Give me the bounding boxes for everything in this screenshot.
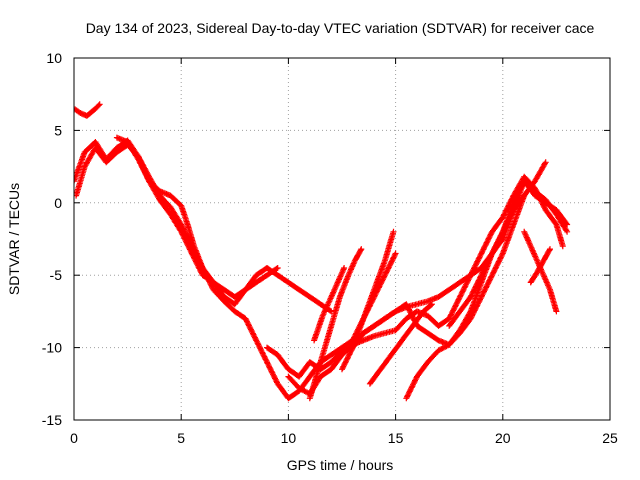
series-markers	[311, 265, 348, 344]
x-tick-label: 5	[177, 430, 185, 446]
series-arc-6	[264, 178, 571, 380]
series-markers	[264, 178, 571, 380]
y-tick-label: 5	[54, 122, 62, 138]
y-tick-label: -15	[42, 412, 62, 428]
series-arc-17	[527, 246, 553, 286]
x-tick-labels: 0 5 10 15 20 25	[70, 430, 618, 446]
series-arc-9	[306, 246, 365, 402]
series-markers	[306, 246, 365, 402]
chart-title: Day 134 of 2023, Sidereal Day-to-day VTE…	[86, 20, 595, 36]
x-tick-label: 20	[495, 430, 511, 446]
series-markers	[74, 101, 103, 119]
x-tick-label: 15	[388, 430, 404, 446]
series-arc-7	[285, 173, 566, 397]
x-tick-label: 0	[70, 430, 78, 446]
x-tick-label: 25	[602, 430, 618, 446]
series-arc-13	[366, 301, 435, 387]
series-arc-10	[311, 265, 348, 344]
series-markers	[74, 141, 270, 308]
series-arc-15	[446, 159, 549, 329]
y-tick-label: 10	[46, 50, 62, 66]
series-arc-3	[74, 141, 270, 308]
series-markers	[527, 246, 553, 286]
x-axis-label: GPS time / hours	[287, 457, 394, 473]
plot-frame	[73, 57, 611, 421]
series-arc-2	[74, 101, 103, 119]
series-arc-14	[403, 192, 528, 402]
series-markers	[366, 301, 435, 387]
y-tick-label: -5	[50, 267, 63, 283]
y-axis-label: SDTVAR / TECUs	[6, 183, 22, 295]
series-markers	[403, 192, 528, 402]
x-tick-label: 10	[281, 430, 297, 446]
series-markers	[349, 250, 399, 344]
y-tick-label: 0	[54, 195, 62, 211]
data-series	[74, 101, 571, 402]
series-arc-12	[349, 250, 399, 344]
series-markers	[285, 173, 566, 397]
series-markers	[446, 159, 549, 329]
y-tick-labels: -15 -10 -5 0 5 10	[42, 50, 62, 428]
y-tick-label: -10	[42, 340, 62, 356]
axis-ticks	[73, 57, 611, 421]
